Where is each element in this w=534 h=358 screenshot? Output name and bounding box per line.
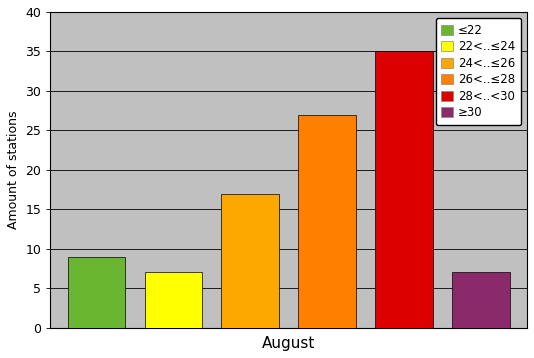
Bar: [299, 115, 356, 328]
Bar: [68, 257, 125, 328]
Bar: [452, 272, 510, 328]
Bar: [222, 194, 279, 328]
Bar: [375, 52, 433, 328]
Bar: [145, 272, 202, 328]
Legend: ≤22, 22<..≤24, 24<..≤26, 26<..≤28, 28<..<30, ≥30: ≤22, 22<..≤24, 24<..≤26, 26<..≤28, 28<..…: [436, 18, 521, 125]
X-axis label: August: August: [262, 336, 316, 351]
Y-axis label: Amount of stations: Amount of stations: [7, 111, 20, 229]
